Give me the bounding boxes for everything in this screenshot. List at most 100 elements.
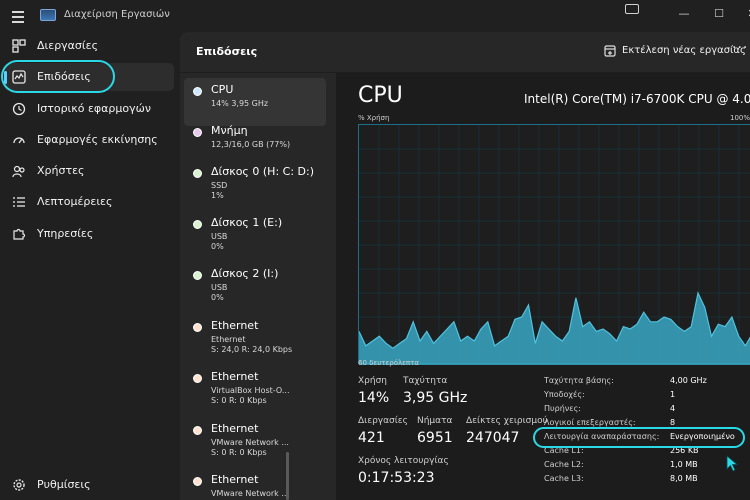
nav-label-settings: Ρυθμίσεις [37, 478, 91, 491]
spec-value: 8,0 MB [670, 474, 698, 483]
nav-label-users: Χρήστες [37, 164, 85, 177]
device-item-disk-2[interactable]: Δίσκος 2 (I:) USB 0% [184, 262, 326, 310]
device-item-disk-0[interactable]: Δίσκος 0 (H: C: D:) SSD 1% [184, 160, 326, 208]
device-name: Δίσκος 2 (I:) [211, 267, 279, 280]
spec-label-virtualization: Λειτουργία αναπαράστασης: [544, 432, 660, 441]
cpu-usage-line [358, 291, 750, 349]
minimize-button[interactable]: — [678, 7, 690, 20]
device-detail: 12,3/16,0 GB (77%) [211, 140, 291, 149]
title-bar: Διαχείριση Εργασιών — ☐ ✕ [0, 0, 750, 32]
spec-label: Cache L3: [544, 474, 584, 483]
device-status-dot [193, 220, 202, 229]
users-icon [12, 165, 25, 178]
device-status-dot [193, 374, 202, 383]
usage-label: Χρήση [358, 376, 387, 386]
window-title: Διαχείριση Εργασιών [64, 9, 170, 20]
device-status-dot [193, 426, 202, 435]
navigation-pane: Διεργασίες Επιδόσεις Ιστορικό εφαρμογών … [0, 32, 180, 500]
handles-value: 247047 [466, 430, 520, 446]
nav-label-app-history: Ιστορικό εφαρμογών [37, 102, 152, 115]
device-item-ethernet-3[interactable]: Ethernet VMware Network ... S: 0 R: 0 Kb… [184, 417, 326, 465]
device-status-dot [193, 323, 202, 332]
main-content: Επιδόσεις Εκτέλεση νέας εργασίας ··· CPU… [180, 32, 750, 500]
spec-label: Cache L2: [544, 460, 584, 469]
spec-label: Λογικοί επεξεργαστές: [544, 418, 636, 427]
performance-chart-icon [12, 70, 26, 84]
device-name: Ethernet [211, 473, 259, 486]
processes-grid-icon [12, 39, 26, 53]
device-list-scrollbar[interactable] [286, 452, 289, 500]
nav-item-details[interactable]: Λεπτομέρειες [4, 188, 174, 216]
nav-item-performance[interactable]: Επιδόσεις [4, 63, 174, 91]
device-detail: USB [211, 283, 228, 292]
active-indicator [4, 71, 7, 84]
chart-y-label: % Χρήση [358, 114, 390, 122]
device-detail: 0% [211, 242, 224, 251]
page-title: Επιδόσεις [196, 45, 258, 58]
run-new-task-label: Εκτέλεση νέας εργασίας [622, 45, 746, 56]
speed-value: 3,95 GHz [403, 390, 468, 406]
processes-label: Διεργασίες [358, 416, 408, 426]
threads-label: Νήματα [417, 416, 453, 426]
nav-item-services[interactable]: Υπηρεσίες [4, 220, 174, 248]
task-manager-app-icon [40, 9, 56, 21]
services-puzzle-icon [13, 228, 26, 240]
processes-value: 421 [358, 430, 385, 446]
nav-item-app-history[interactable]: Ιστορικό εφαρμογών [4, 95, 174, 123]
device-item-disk-1[interactable]: Δίσκος 1 (E:) USB 0% [184, 211, 326, 259]
device-detail: S: 0 R: 0 Kbps [211, 448, 267, 457]
performance-panel: CPU Intel(R) Core(TM) i7-6700K CPU @ 4.0… [336, 73, 750, 500]
header-divider [180, 72, 750, 73]
device-item-memory[interactable]: Μνήμη 12,3/16,0 GB (77%) [184, 119, 326, 167]
device-item-ethernet-2[interactable]: Ethernet VirtualBox Host-O... S: 0 R: 0 … [184, 365, 326, 413]
spec-label: Ταχύτητα βάσης: [544, 376, 614, 385]
nav-item-settings[interactable]: Ρυθμίσεις [4, 471, 174, 499]
maximize-button[interactable]: ☐ [714, 7, 724, 20]
spec-value: 1,0 MB [670, 460, 698, 469]
cpu-usage-area [359, 293, 750, 365]
mouse-cursor-icon [726, 455, 739, 472]
device-detail: S: 0 R: 0 Kbps [211, 396, 267, 405]
device-status-dot [193, 87, 202, 96]
handles-label: Δείκτες χειρισμού [466, 416, 548, 426]
spec-value: 256 KB [670, 446, 699, 455]
device-name: Δίσκος 1 (E:) [211, 216, 283, 229]
device-item-cpu[interactable]: CPU 14% 3,95 GHz [184, 78, 326, 126]
uptime-label: Χρόνος λειτουργίας [358, 456, 449, 466]
nav-item-users[interactable]: Χρήστες [4, 157, 174, 185]
device-name: Δίσκος 0 (H: C: D:) [211, 165, 314, 178]
cpu-usage-graph [358, 125, 750, 365]
device-detail: VMware Network ... [211, 489, 289, 498]
spec-value-virtualization: Ενεργοποιημένο [670, 432, 735, 441]
device-list[interactable]: CPU 14% 3,95 GHz Μνήμη 12,3/16,0 GB (77%… [184, 76, 326, 500]
nav-label-startup-apps: Εφαρμογές εκκίνησης [37, 133, 158, 146]
nav-label-services: Υπηρεσίες [37, 227, 94, 240]
chart-x-label: 60 δευτερόλεπτα [358, 359, 419, 367]
spec-value: 8 [670, 418, 676, 427]
close-button[interactable]: ✕ [742, 4, 750, 24]
spec-value: 4,00 GHz [670, 376, 707, 385]
spec-label: Υποδοχές: [544, 390, 585, 399]
usage-value: 14% [358, 390, 390, 406]
cpu-usage-chart [358, 124, 750, 365]
nav-item-processes[interactable]: Διεργασίες [4, 32, 174, 60]
device-name: Ethernet [211, 319, 259, 332]
nav-item-startup-apps[interactable]: Εφαρμογές εκκίνησης [4, 126, 174, 154]
device-status-dot [193, 271, 202, 280]
device-status-dot [193, 477, 202, 486]
device-status-dot [193, 169, 202, 178]
history-clock-icon [12, 102, 26, 116]
nav-label-performance: Επιδόσεις [37, 70, 91, 83]
device-detail: VirtualBox Host-O... [211, 386, 290, 395]
device-item-ethernet-1[interactable]: Ethernet Ethernet S: 24,0 R: 24,0 Kbps [184, 314, 326, 362]
hamburger-menu-icon[interactable] [8, 6, 30, 26]
device-item-ethernet-4[interactable]: Ethernet VMware Network ... [184, 468, 326, 500]
device-name: Μνήμη [211, 124, 248, 137]
device-name: Ethernet [211, 370, 259, 383]
compact-mode-icon[interactable] [625, 4, 639, 14]
device-detail: 1% [211, 191, 224, 200]
more-options-button[interactable]: ··· [732, 40, 749, 56]
speed-label: Ταχύτητα [403, 376, 448, 386]
spec-value: 1 [670, 390, 676, 399]
